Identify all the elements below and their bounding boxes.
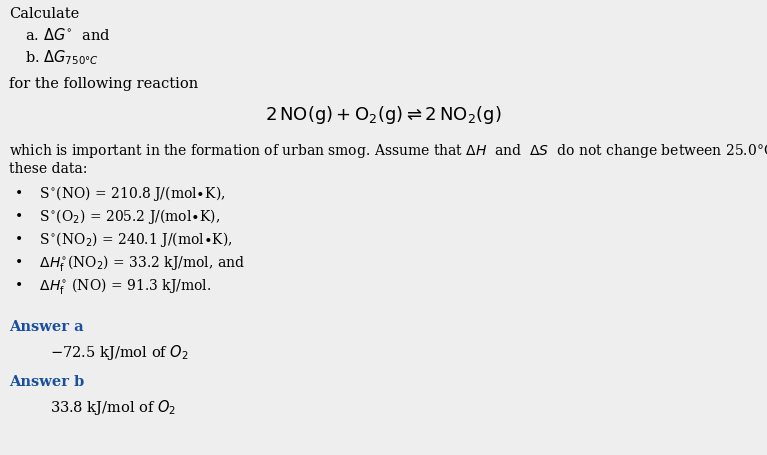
Text: these data:: these data: xyxy=(9,162,87,176)
Text: $\Delta H^{\circ}_{\mathrm{f}}$ (NO) = 91.3 kJ/mol.: $\Delta H^{\circ}_{\mathrm{f}}$ (NO) = 9… xyxy=(31,275,211,295)
Text: Answer b: Answer b xyxy=(9,374,84,388)
Text: •: • xyxy=(15,210,24,223)
Text: for the following reaction: for the following reaction xyxy=(9,77,199,91)
Text: •: • xyxy=(15,255,24,269)
Text: $2\,\mathrm{NO(g)} + \mathrm{O_2(g)} \rightleftharpoons 2\,\mathrm{NO_2(g)}$: $2\,\mathrm{NO(g)} + \mathrm{O_2(g)} \ri… xyxy=(265,104,502,126)
Text: S$^{\circ}$(NO) = 210.8 J/(mol$\bullet$K),: S$^{\circ}$(NO) = 210.8 J/(mol$\bullet$K… xyxy=(31,184,225,202)
Text: a. $\Delta G^{\circ}$  and: a. $\Delta G^{\circ}$ and xyxy=(25,27,111,43)
Text: $\Delta H^{\circ}_{\mathrm{f}}$(NO$_2$) = 33.2 kJ/mol, and: $\Delta H^{\circ}_{\mathrm{f}}$(NO$_2$) … xyxy=(31,253,245,273)
Text: Answer a: Answer a xyxy=(9,319,84,333)
Text: 33.8 kJ/mol of $\mathit{O}_2$: 33.8 kJ/mol of $\mathit{O}_2$ xyxy=(50,397,176,416)
Text: S$^{\circ}$(NO$_2$) = 240.1 J/(mol$\bullet$K),: S$^{\circ}$(NO$_2$) = 240.1 J/(mol$\bull… xyxy=(31,229,232,248)
Text: S$^{\circ}$(O$_2$) = 205.2 J/(mol$\bullet$K),: S$^{\circ}$(O$_2$) = 205.2 J/(mol$\bulle… xyxy=(31,207,220,226)
Text: Calculate: Calculate xyxy=(9,7,80,21)
Text: $-$72.5 kJ/mol of $\mathit{O}_2$: $-$72.5 kJ/mol of $\mathit{O}_2$ xyxy=(50,342,189,361)
Text: •: • xyxy=(15,278,24,293)
Text: which is important in the formation of urban smog. Assume that $\Delta H$  and  : which is important in the formation of u… xyxy=(9,142,767,160)
Text: •: • xyxy=(15,187,24,201)
Text: •: • xyxy=(15,233,24,247)
Text: b. $\Delta G_{750°C}$: b. $\Delta G_{750°C}$ xyxy=(25,48,99,66)
